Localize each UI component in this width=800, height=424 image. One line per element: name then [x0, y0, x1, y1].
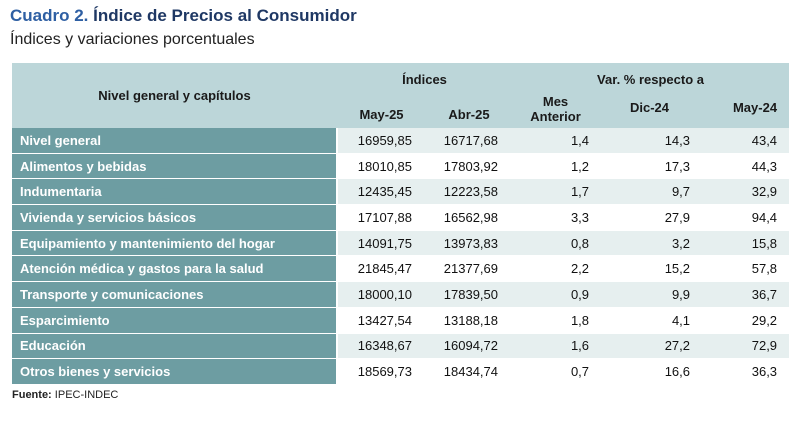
cell-may25: 12435,45 — [337, 178, 426, 206]
cell-abr25: 13188,18 — [426, 307, 513, 334]
cell-dic24: 9,7 — [599, 178, 701, 206]
cell-dic24: 14,3 — [599, 128, 701, 154]
cell-dic24: 16,6 — [599, 358, 701, 385]
table-row: Equipamiento y mantenimiento del hogar 1… — [12, 230, 790, 257]
cell-abr25: 17803,92 — [426, 153, 513, 180]
cell-may25: 21845,47 — [337, 255, 426, 283]
cell-dic24: 27,9 — [599, 204, 701, 231]
cell-may24: 32,9 — [700, 178, 790, 206]
cell-may24: 57,8 — [700, 255, 790, 283]
cell-mes-anterior: 0,9 — [512, 281, 600, 308]
cell-abr25: 18434,74 — [426, 358, 513, 385]
cell-may24: 44,3 — [700, 153, 790, 180]
title-main: Índice de Precios al Consumidor — [93, 6, 357, 25]
source-label: Fuente: — [12, 389, 52, 401]
header-var-group: Var. % respecto a — [512, 63, 790, 87]
row-label: Otros bienes y servicios — [12, 358, 338, 385]
cell-may24: 72,9 — [700, 333, 790, 360]
row-label: Esparcimiento — [12, 307, 338, 334]
table-body: Nivel general 16959,85 16717,68 1,4 14,3… — [12, 128, 790, 385]
cell-mes-anterior: 1,4 — [512, 128, 600, 154]
table-row: Nivel general 16959,85 16717,68 1,4 14,3… — [12, 128, 790, 154]
cell-abr25: 16562,98 — [426, 204, 513, 231]
row-label: Atención médica y gastos para la salud — [12, 255, 338, 283]
table-row: Atención médica y gastos para la salud 2… — [12, 255, 790, 283]
row-label: Transporte y comunicaciones — [12, 281, 338, 308]
header-first-col: Nivel general y capítulos — [12, 63, 337, 128]
header-dic24: Dic-24 — [599, 87, 701, 128]
cell-abr25: 16094,72 — [426, 333, 513, 360]
cell-may25: 18000,10 — [337, 281, 426, 308]
cell-may25: 13427,54 — [337, 307, 426, 334]
header-mes-line1: Mes — [542, 94, 569, 109]
header-abr25: Abr-25 — [426, 89, 513, 128]
row-label: Alimentos y bebidas — [12, 153, 338, 180]
cell-dic24: 3,2 — [599, 230, 701, 257]
cell-mes-anterior: 3,3 — [512, 204, 600, 231]
report-title: Cuadro 2. Índice de Precios al Consumido… — [10, 6, 357, 26]
cell-mes-anterior: 0,7 — [512, 358, 600, 385]
cell-mes-anterior: 2,2 — [512, 255, 600, 283]
table-row: Educación 16348,67 16094,72 1,6 27,2 72,… — [12, 333, 790, 360]
cell-abr25: 12223,58 — [426, 178, 513, 206]
cell-dic24: 15,2 — [599, 255, 701, 283]
row-label: Equipamiento y mantenimiento del hogar — [12, 230, 338, 257]
cpi-table: Nivel general y capítulos Índices Var. %… — [12, 63, 790, 385]
cpi-table-container: Nivel general y capítulos Índices Var. %… — [12, 63, 790, 385]
cell-abr25: 21377,69 — [426, 255, 513, 283]
cell-abr25: 16717,68 — [426, 128, 513, 154]
table-row: Vivienda y servicios básicos 17107,88 16… — [12, 204, 790, 231]
cell-may24: 94,4 — [700, 204, 790, 231]
source-value: IPEC-INDEC — [54, 389, 119, 401]
cell-may24: 36,3 — [700, 358, 790, 385]
cell-mes-anterior: 0,8 — [512, 230, 600, 257]
table-row: Otros bienes y servicios 18569,73 18434,… — [12, 358, 790, 385]
cell-may25: 14091,75 — [337, 230, 426, 257]
cell-abr25: 17839,50 — [426, 281, 513, 308]
cell-abr25: 13973,83 — [426, 230, 513, 257]
cell-dic24: 27,2 — [599, 333, 701, 360]
table-row: Indumentaria 12435,45 12223,58 1,7 9,7 3… — [12, 178, 790, 206]
table-row: Esparcimiento 13427,54 13188,18 1,8 4,1 … — [12, 307, 790, 334]
header-mes-anterior: Mes Anterior — [512, 87, 600, 128]
header-indices-group: Índices — [337, 63, 513, 89]
source-note: Fuente: IPEC-INDEC — [12, 389, 118, 401]
cell-mes-anterior: 1,2 — [512, 153, 600, 180]
cell-may24: 15,8 — [700, 230, 790, 257]
cell-mes-anterior: 1,6 — [512, 333, 600, 360]
header-mes-line2: Anterior — [530, 109, 581, 124]
row-label: Educación — [12, 333, 338, 360]
cell-may24: 29,2 — [700, 307, 790, 334]
cell-may24: 43,4 — [700, 128, 790, 154]
cell-may25: 16348,67 — [337, 333, 426, 360]
table-header: Nivel general y capítulos Índices Var. %… — [12, 63, 790, 128]
title-prefix: Cuadro 2. — [10, 6, 89, 25]
cell-may25: 17107,88 — [337, 204, 426, 231]
cell-dic24: 9,9 — [599, 281, 701, 308]
table-row: Alimentos y bebidas 18010,85 17803,92 1,… — [12, 153, 790, 180]
cell-mes-anterior: 1,8 — [512, 307, 600, 334]
cell-may25: 18569,73 — [337, 358, 426, 385]
header-may24: May-24 — [700, 87, 790, 128]
cell-dic24: 4,1 — [599, 307, 701, 334]
header-may25: May-25 — [337, 89, 426, 128]
cell-may25: 16959,85 — [337, 128, 426, 154]
cell-may24: 36,7 — [700, 281, 790, 308]
table-row: Transporte y comunicaciones 18000,10 178… — [12, 281, 790, 308]
cell-mes-anterior: 1,7 — [512, 178, 600, 206]
report-subtitle: Índices y variaciones porcentuales — [10, 31, 255, 48]
cell-dic24: 17,3 — [599, 153, 701, 180]
row-label: Nivel general — [12, 128, 338, 154]
row-label: Vivienda y servicios básicos — [12, 204, 338, 231]
row-label: Indumentaria — [12, 178, 338, 206]
cell-may25: 18010,85 — [337, 153, 426, 180]
